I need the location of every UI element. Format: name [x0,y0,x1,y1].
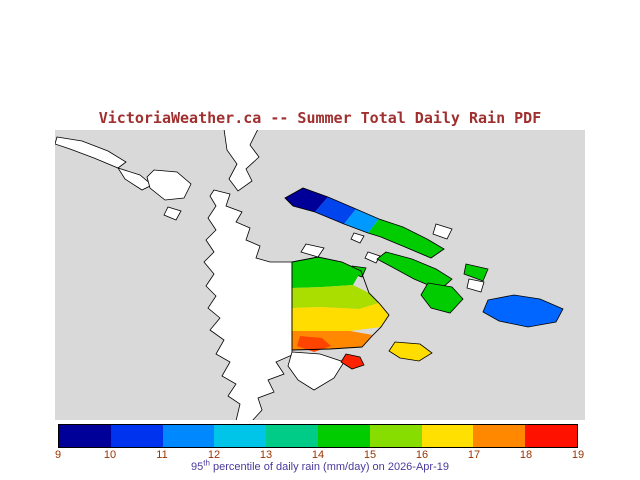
contour-band [297,336,331,352]
colorbar-segment [110,425,163,447]
small-island [432,223,453,240]
colorbar-segment [473,425,526,447]
colorbar-segment [214,425,267,447]
colorbar-tick-label: 13 [259,449,273,461]
colorbar-tick-label: 16 [415,449,429,461]
green-island [420,282,464,314]
colorbar-segment [525,425,577,447]
small-island [466,278,485,293]
contour-band [368,219,444,258]
red-island [340,353,365,370]
plot-title: VictoriaWeather.ca -- Summer Total Daily… [98,109,542,127]
colorbar-tick-label: 12 [207,449,221,461]
coastline-shape [117,167,153,191]
coastline-shape [163,206,182,221]
small-island [350,232,365,244]
colorbar-segment [369,425,422,447]
colorbar-tick-label: 17 [467,449,481,461]
colorbar-segment [317,425,370,447]
nodata-land-water-shapes [55,130,485,420]
island-central-warm [291,256,390,352]
blue-island [482,294,564,328]
caption-superscript: th [203,458,210,468]
island-outline [284,187,445,259]
colorbar-tick-label: 11 [156,449,168,461]
colorbar-tick-label: 18 [519,449,533,461]
contour-band [315,197,356,224]
coastline-shape [223,130,260,192]
contour-band [292,257,361,288]
caption-prefix: 95 [191,461,204,473]
coastline-shape [287,351,345,391]
contour-band [285,188,328,212]
island-outline [291,256,390,351]
colorbar [58,424,578,448]
colorbar-tick-label: 10 [103,449,117,461]
yellow-island [388,341,433,362]
colorbar-tick-label: 9 [54,449,62,461]
caption-rest: percentile of daily rain (mm/day) on 202… [209,461,449,473]
colorbar-tick-row: 9 10 11 12 13 14 15 16 17 18 19 [54,449,584,461]
colorbar-tick-label: 14 [311,449,325,461]
coastline-shape [146,169,192,201]
colorbar-segment [266,425,318,447]
contour-band [292,285,379,309]
contour-band [292,303,389,331]
colorbar-segment [59,425,111,447]
colorbar-segment [421,425,474,447]
colorbar-tick-label: 19 [571,449,585,461]
green-island [463,263,489,282]
map-clip-group [55,130,585,420]
small-data-islands [340,341,433,370]
central-channel-shape [203,189,293,420]
caption: 95th percentile of daily rain (mm/day) o… [0,458,640,473]
colorbar-tick-label: 15 [363,449,377,461]
island-chain-northwest [284,187,445,259]
island-east-blue [482,294,564,328]
small-island [364,251,381,264]
colorbar-segment [162,425,215,447]
